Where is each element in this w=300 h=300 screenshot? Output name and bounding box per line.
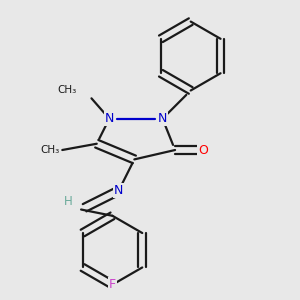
- Text: CH₃: CH₃: [57, 85, 76, 95]
- Text: F: F: [109, 278, 116, 291]
- Text: O: O: [198, 143, 208, 157]
- Text: N: N: [114, 184, 123, 197]
- Text: H: H: [64, 195, 73, 208]
- Text: N: N: [105, 112, 114, 125]
- Text: N: N: [158, 112, 167, 125]
- Text: CH₃: CH₃: [40, 145, 59, 155]
